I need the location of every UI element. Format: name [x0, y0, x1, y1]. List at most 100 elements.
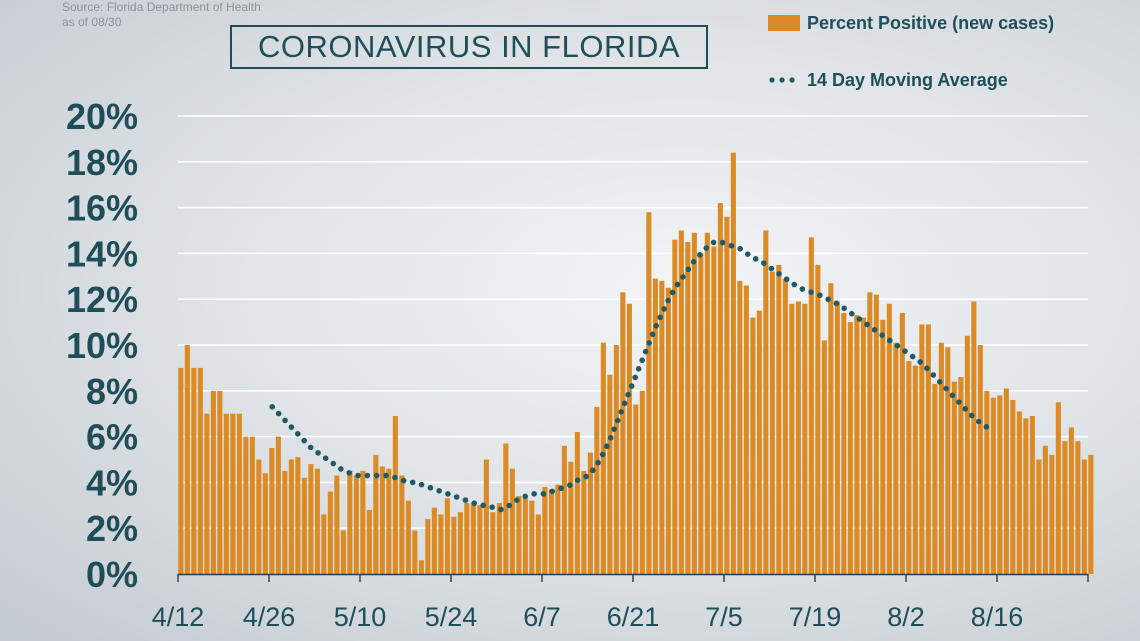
moving-average-dot [599, 451, 606, 458]
bar [542, 486, 548, 574]
bar [509, 468, 515, 574]
moving-average-dot [646, 340, 652, 346]
bar [711, 246, 717, 574]
bar [639, 390, 645, 574]
bar [249, 436, 255, 574]
bar [776, 264, 782, 574]
bar [275, 436, 281, 574]
bar [204, 413, 210, 574]
moving-average-dot [943, 385, 949, 392]
moving-average-dot [400, 477, 407, 484]
moving-average-dot [635, 366, 642, 372]
bar [932, 383, 938, 574]
bar [906, 361, 912, 574]
bar [613, 345, 619, 574]
moving-average-dot [595, 459, 601, 466]
bar [574, 432, 580, 574]
legend-item-percent-positive: Percent Positive (new cases) [768, 13, 1054, 34]
moving-average-dot [392, 474, 398, 481]
moving-average-dot [288, 424, 295, 430]
bar [795, 301, 801, 574]
bar [197, 367, 203, 574]
bar [828, 283, 834, 574]
bar [925, 324, 931, 574]
bar [425, 519, 431, 574]
bar [321, 514, 327, 574]
moving-average-dot [680, 274, 686, 280]
moving-average-dot [590, 467, 596, 474]
bar [626, 303, 632, 574]
moving-average-dot [383, 472, 389, 479]
moving-average-dot [642, 348, 649, 355]
bar [958, 377, 964, 574]
bar [938, 342, 944, 574]
bar [620, 292, 626, 574]
x-tick-label: 8/2 [887, 602, 925, 632]
moving-average-dot [373, 472, 380, 479]
moving-average-dot [531, 491, 537, 497]
moving-average-dot [462, 497, 469, 503]
moving-average-dot [776, 271, 782, 277]
moving-average-dot [522, 493, 529, 500]
bar [353, 475, 359, 574]
moving-average-dot [936, 378, 943, 385]
moving-average-dot [719, 239, 726, 246]
bar [984, 390, 990, 574]
moving-average-dot [799, 286, 806, 292]
bar [561, 445, 567, 574]
bar [360, 470, 366, 574]
bar [756, 310, 762, 574]
x-tick-label: 7/5 [705, 602, 743, 632]
moving-average-dot [628, 383, 635, 389]
moving-average-dot [489, 504, 495, 511]
moving-average-dot [567, 482, 573, 488]
bar [379, 466, 385, 574]
bar [386, 468, 392, 574]
bar [945, 347, 951, 574]
y-tick-label: 8% [86, 371, 138, 412]
moving-average-dot [506, 502, 513, 509]
bar [568, 461, 574, 574]
moving-average-dot [583, 473, 589, 480]
bar [412, 530, 418, 574]
moving-average-dot [558, 485, 564, 492]
bar [295, 457, 301, 574]
bar [477, 505, 483, 574]
source-line: Source: Florida Department of Health [62, 0, 261, 14]
bar [418, 560, 424, 574]
bar [886, 303, 892, 574]
source-date: as of 08/30 [62, 15, 122, 29]
bar [548, 489, 554, 574]
bar [659, 280, 665, 574]
bar [834, 301, 840, 574]
y-tick-label: 14% [66, 233, 138, 274]
moving-average-dot [355, 472, 361, 479]
bar [841, 312, 847, 574]
x-tick-label: 8/16 [971, 602, 1024, 632]
bar [457, 512, 463, 574]
x-tick-label: 4/26 [243, 602, 296, 632]
bar [256, 459, 262, 574]
moving-average-dot [871, 326, 878, 333]
moving-average-dot [480, 502, 486, 509]
bar [470, 503, 476, 574]
moving-average-dot [841, 305, 848, 312]
bar [1016, 411, 1022, 574]
bar [301, 477, 307, 574]
moving-average-dot [607, 434, 614, 441]
bar [340, 530, 346, 574]
moving-average-dot [427, 484, 434, 491]
bar [314, 468, 320, 574]
y-tick-label: 6% [86, 417, 138, 458]
bar [737, 280, 743, 574]
moving-average-dot [307, 444, 314, 451]
moving-average-dot [956, 399, 962, 405]
bar [860, 317, 866, 574]
moving-average-dot [445, 491, 451, 497]
x-axis [177, 573, 1089, 582]
moving-average-dot [825, 296, 831, 303]
gridlines [178, 115, 1088, 530]
moving-average-dot [808, 289, 814, 295]
bar [522, 498, 528, 574]
moving-average-dot [917, 359, 924, 365]
